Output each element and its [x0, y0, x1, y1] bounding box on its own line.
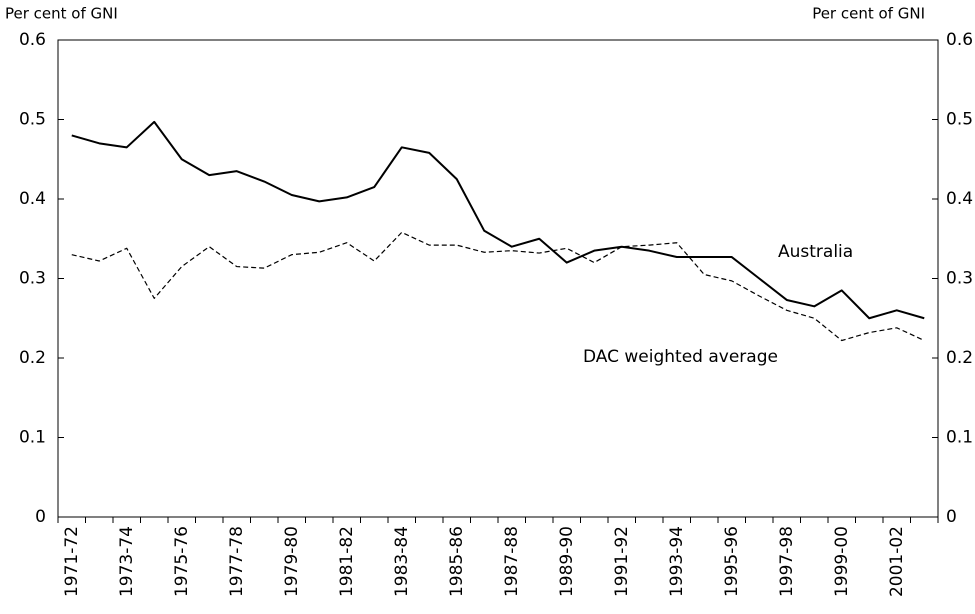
y-tick-label: 0	[35, 507, 46, 527]
series-line	[71, 120, 925, 320]
x-tick-label: 1977-78	[227, 526, 247, 597]
x-tick-label: 1999-00	[832, 526, 852, 597]
y2-tick-label: 0.3	[946, 269, 973, 289]
series-label: DAC weighted average	[583, 347, 778, 367]
x-tick-label: 1985-86	[447, 526, 467, 597]
x-tick-label: 1989-90	[557, 526, 577, 597]
y2-axis-label: Per cent of GNI	[812, 5, 925, 23]
x-tick-label: 1979-80	[282, 526, 302, 597]
y-tick-label: 0.6	[19, 30, 46, 50]
x-tick-label: 1973-74	[117, 526, 137, 597]
x-tick-label: 2001-02	[887, 526, 907, 597]
y2-tick-label: 0.2	[946, 348, 973, 368]
x-tick-label: 1987-88	[502, 526, 522, 597]
y2-tick-label: 0.6	[946, 30, 973, 50]
plot-frame	[57, 39, 939, 518]
y-tick-label: 0.4	[19, 189, 46, 209]
y-tick-label: 0.3	[19, 269, 46, 289]
x-tick-label: 1993-94	[667, 526, 687, 597]
y-tick-label: 0.2	[19, 348, 46, 368]
x-tick-label: 1983-84	[392, 526, 412, 597]
y-axis-label: Per cent of GNI	[5, 5, 118, 23]
series-label: Australia	[778, 242, 853, 262]
x-tick-label: 1991-92	[612, 526, 632, 597]
y2-tick-label: 0	[946, 507, 957, 527]
y2-tick-label: 0.5	[946, 110, 973, 130]
series-line	[71, 231, 925, 342]
y-tick-label: 0.1	[19, 428, 46, 448]
x-tick-label: 1997-98	[777, 526, 797, 597]
y-tick-label: 0.5	[19, 110, 46, 130]
x-tick-label: 1971-72	[62, 526, 82, 597]
x-tick-label: 1995-96	[722, 526, 742, 597]
y2-tick-label: 0.1	[946, 428, 973, 448]
x-tick-label: 1981-82	[337, 526, 357, 597]
y2-tick-label: 0.4	[946, 189, 973, 209]
x-tick-label: 1975-76	[172, 526, 192, 597]
